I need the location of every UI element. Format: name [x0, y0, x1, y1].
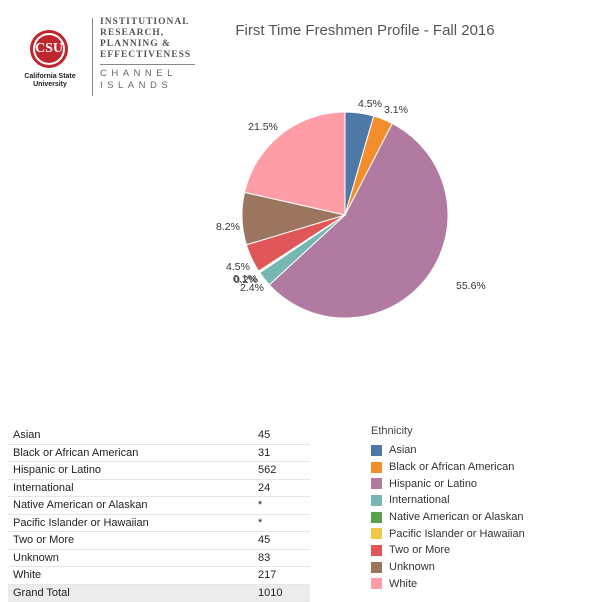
slice-label: 2.4%: [240, 282, 264, 294]
department-line: INSTITUTIONAL: [100, 17, 190, 27]
table-row: Black or African American 31: [8, 444, 310, 462]
legend-item: Black or African American: [371, 459, 591, 476]
department-line: EFFECTIVENESS: [100, 50, 192, 60]
legend-label: International: [389, 494, 450, 507]
university-line: University: [33, 81, 67, 88]
row-value: 24: [253, 479, 310, 497]
legend-item: Asian: [371, 442, 591, 459]
slice-label: 8.2%: [216, 221, 240, 233]
slice-label: 4.5%: [358, 98, 382, 110]
slice-label: 21.5%: [248, 121, 278, 133]
legend-item: Native American or Alaskan: [371, 509, 591, 526]
row-value: *: [253, 514, 310, 532]
legend-item: White: [371, 576, 591, 593]
table-row: International 24: [8, 479, 310, 497]
slice-label: 55.6%: [456, 280, 486, 292]
pie-chart: 4.5% 3.1%55.6%2.4%0.1%0.2%4.5%8.2%21.5%: [216, 98, 486, 319]
legend-swatch: [371, 444, 382, 456]
legend-swatch: [371, 511, 382, 523]
row-label: Pacific Islander or Hawaiian: [8, 514, 253, 532]
ethnicity-table: Asian 45 Black or African American 31 Hispan…: [8, 427, 310, 602]
legend-label: White: [389, 577, 418, 590]
row-label: Asian: [8, 427, 253, 445]
table-row: Native American or Alaskan *: [8, 496, 310, 515]
table-row: Pacific Islander or Hawaiian *: [8, 514, 310, 532]
university-name: California State University: [14, 73, 86, 89]
row-label: Black or African American: [8, 444, 253, 462]
department-line: RESEARCH,: [100, 28, 165, 38]
legend-swatch: [371, 544, 382, 556]
legend: Ethnicity Asian Black or African American…: [371, 425, 591, 592]
legend-swatch: [371, 528, 382, 540]
table-row: Two or More 45: [8, 531, 310, 550]
pie-slice-white: [243, 111, 346, 216]
table-row: Unknown 83: [8, 549, 310, 567]
table-row: Asian 45: [8, 427, 310, 445]
university-line: California State: [24, 73, 76, 80]
slice-label: 0.1%: [233, 273, 257, 285]
logo-rule: [100, 64, 195, 65]
table-row: Hispanic or Latino 562: [8, 461, 310, 480]
row-label: White: [8, 566, 253, 585]
row-label: Hispanic or Latino: [8, 461, 253, 480]
row-value: 217: [253, 566, 310, 585]
legend-label: Hispanic or Latino: [389, 477, 478, 490]
campus-line: ISLANDS: [100, 80, 173, 91]
row-value: 45: [253, 427, 310, 445]
grand-total-row: Grand Total 1010: [8, 584, 310, 602]
legend-label: Black or African American: [389, 461, 515, 474]
legend-item: International: [371, 492, 591, 509]
legend-label: Two or More: [389, 544, 451, 557]
legend-swatch: [371, 461, 382, 473]
row-value: 562: [253, 461, 310, 480]
table-row: White 217: [8, 566, 310, 585]
slice-label: 0.2%: [234, 274, 258, 286]
department-name: INSTITUTIONAL RESEARCH, PLANNING & EFFEC…: [100, 17, 200, 61]
chart-title: First Time Freshmen Profile - Fall 2016: [235, 22, 495, 39]
legend-swatch: [371, 578, 382, 590]
legend-item: Unknown: [371, 559, 591, 576]
legend-label: Unknown: [389, 561, 435, 574]
row-value: 31: [253, 444, 310, 462]
row-value: 45: [253, 531, 310, 550]
campus-line: CHANNEL: [100, 68, 177, 79]
department-line: PLANNING &: [100, 39, 171, 49]
slice-label: 3.1%: [384, 104, 408, 116]
row-label: Two or More: [8, 531, 253, 550]
irpe-logo: CSU California State University INSTITUT…: [10, 14, 195, 96]
legend-title: Ethnicity: [371, 425, 413, 437]
legend-label: Asian: [389, 444, 417, 457]
row-value: *: [253, 496, 310, 515]
row-label: Grand Total: [8, 584, 253, 602]
legend-swatch: [371, 494, 382, 506]
row-label: Unknown: [8, 549, 253, 567]
campus-name: CHANNEL ISLANDS: [100, 68, 200, 92]
legend-label: Native American or Alaskan: [389, 511, 524, 524]
row-label: Native American or Alaskan: [8, 496, 253, 515]
row-value: 83: [253, 549, 310, 567]
legend-swatch: [371, 478, 382, 490]
pie-slice-hispanic-or-latino: [268, 122, 449, 319]
legend-item: Two or More: [371, 542, 591, 559]
row-label: International: [8, 479, 253, 497]
legend-item: Pacific Islander or Hawaiian: [371, 525, 591, 542]
row-value: 1010: [253, 584, 310, 602]
slice-label: 4.5%: [226, 261, 250, 273]
csu-seal-icon: CSU: [30, 30, 68, 68]
legend-swatch: [371, 561, 382, 573]
logo-divider: [92, 18, 93, 96]
legend-item: Hispanic or Latino: [371, 475, 591, 492]
legend-label: Pacific Islander or Hawaiian: [389, 527, 525, 540]
